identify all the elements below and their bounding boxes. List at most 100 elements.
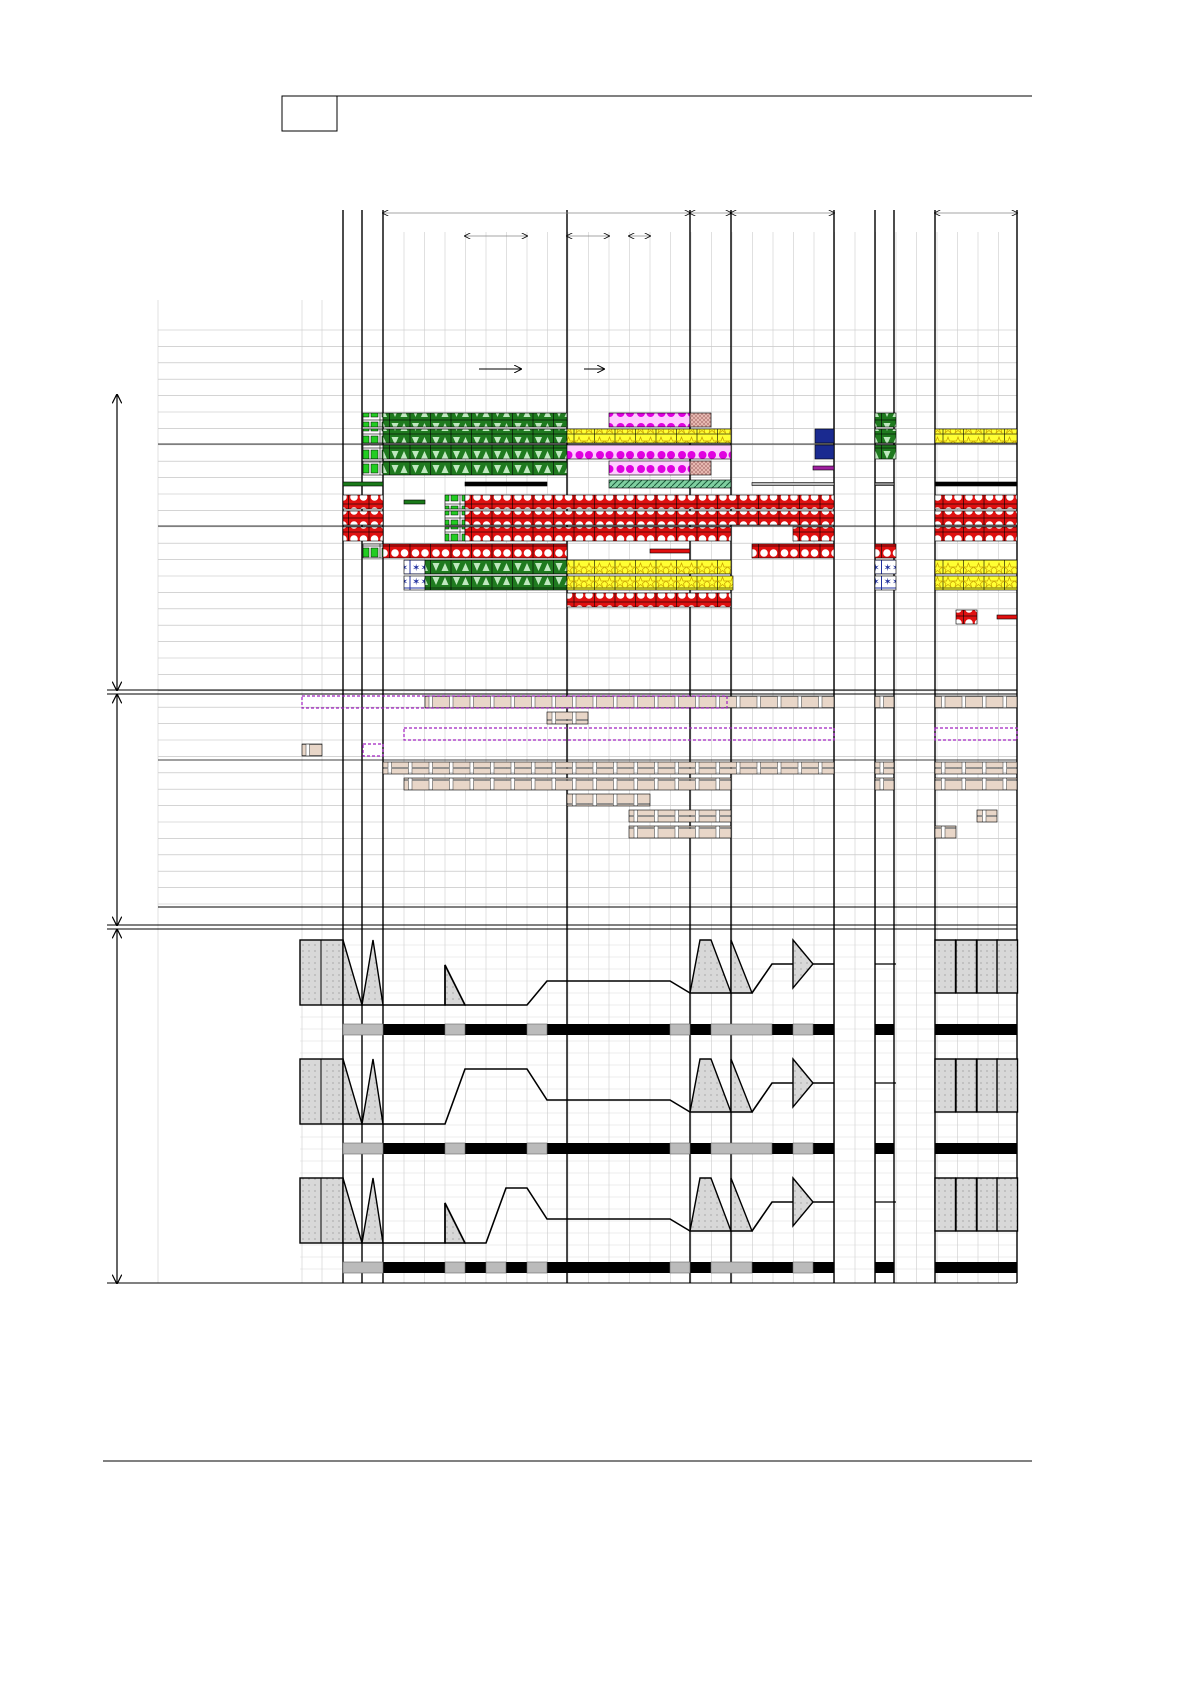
state-bar-gap: [669, 1142, 691, 1155]
schedule-block: [464, 510, 835, 526]
state-bar-gap: [342, 1142, 384, 1155]
schedule-block: [382, 761, 835, 775]
wave-box: [996, 1177, 1019, 1232]
wave-triangle: [730, 939, 754, 994]
state-bar: [935, 1024, 1017, 1035]
wave-line: [751, 1082, 793, 1113]
wave-box: [976, 1177, 999, 1232]
state-bar-gap: [444, 1142, 466, 1155]
schedule-block: [424, 575, 568, 591]
wave-box: [976, 1058, 999, 1113]
schedule-block: [751, 543, 835, 559]
schedule-block: [996, 614, 1018, 620]
state-bar: [383, 1143, 834, 1154]
schedule-block: [934, 761, 1018, 775]
schedule-block: [424, 559, 568, 575]
schedule-block: [934, 526, 1018, 542]
schedule-block: [934, 428, 1018, 444]
wave-box: [955, 939, 978, 994]
schedule-block: [444, 494, 466, 510]
schedule-block: [342, 510, 384, 526]
wave-triangle: [689, 1058, 733, 1113]
dashed-block: [301, 695, 728, 709]
state-bar-gap: [342, 1261, 384, 1274]
schedule-block: [403, 559, 426, 575]
schedule-block: [934, 777, 1018, 791]
schedule-block: [792, 526, 835, 542]
wave-box: [996, 939, 1019, 994]
state-bar: [875, 1262, 894, 1273]
state-bar: [875, 1143, 894, 1154]
schedule-block: [566, 428, 732, 444]
schedule-block: [362, 412, 384, 428]
wave-triangle: [689, 1177, 733, 1232]
state-bar-gap: [444, 1023, 466, 1036]
schedule-block: [464, 526, 732, 542]
schedule-block: [464, 481, 548, 487]
wave-triangle: [361, 939, 384, 1006]
dashed-block: [362, 743, 384, 757]
state-bar: [383, 1024, 834, 1035]
schedule-block: [444, 510, 466, 526]
state-bar-gap: [526, 1142, 548, 1155]
schedule-block: [444, 526, 466, 542]
state-bar-gap: [792, 1023, 814, 1036]
state-bar-gap: [710, 1261, 753, 1274]
state-bar: [935, 1262, 1017, 1273]
header-box: [281, 95, 338, 132]
schedule-block: [566, 559, 732, 575]
wave-triangle: [689, 939, 733, 994]
schedule-block: [874, 559, 897, 575]
state-bar-gap: [526, 1261, 548, 1274]
wave-box: [955, 1177, 978, 1232]
wave-box: [996, 1058, 1019, 1113]
schedule-block: [362, 444, 384, 460]
schedule-block: [934, 575, 1018, 591]
schedule-block: [382, 543, 568, 559]
schedule-block: [628, 809, 732, 823]
state-bar-gap: [710, 1023, 773, 1036]
state-bar-gap: [444, 1261, 466, 1274]
schedule-block: [934, 481, 1018, 487]
state-bar-gap: [669, 1261, 691, 1274]
schedule-block: [751, 482, 835, 486]
schedule-block: [382, 412, 568, 428]
schedule-block: [464, 494, 835, 510]
state-bar-gap: [669, 1023, 691, 1036]
state-bar: [875, 1024, 894, 1035]
wave-line: [383, 1068, 691, 1125]
schedule-block: [608, 479, 732, 489]
schedule-block: [934, 510, 1018, 526]
wave-triangle: [361, 1058, 384, 1125]
schedule-block: [566, 575, 734, 591]
wave-triangle: [730, 1058, 754, 1113]
schedule-block: [342, 494, 384, 510]
schedule-block: [874, 575, 897, 591]
schedule-block: [649, 548, 691, 554]
dashed-block: [934, 727, 1018, 741]
dashed-block: [403, 727, 835, 741]
wave-line: [383, 1187, 691, 1244]
wave-triangle: [342, 1177, 363, 1244]
schedule-block: [874, 444, 897, 460]
schedule-block: [812, 465, 835, 471]
schedule-block: [934, 494, 1018, 510]
schedule-block: [874, 695, 895, 709]
schedule-block: [874, 777, 895, 791]
schedule-block: [342, 526, 384, 542]
schedule-block: [403, 499, 426, 505]
schedule-block: [362, 460, 384, 476]
state-bar-gap: [792, 1261, 814, 1274]
schedule-block: [403, 575, 426, 591]
schedule-block: [566, 793, 651, 807]
schedule-block: [362, 428, 384, 444]
schedule-block: [934, 559, 1018, 575]
schedule-block: [874, 543, 897, 559]
schedule-block: [976, 809, 998, 823]
state-bar: [935, 1143, 1017, 1154]
schedule-block: [382, 444, 568, 460]
wave-box: [934, 1177, 957, 1232]
wave-triangle: [342, 1058, 363, 1125]
